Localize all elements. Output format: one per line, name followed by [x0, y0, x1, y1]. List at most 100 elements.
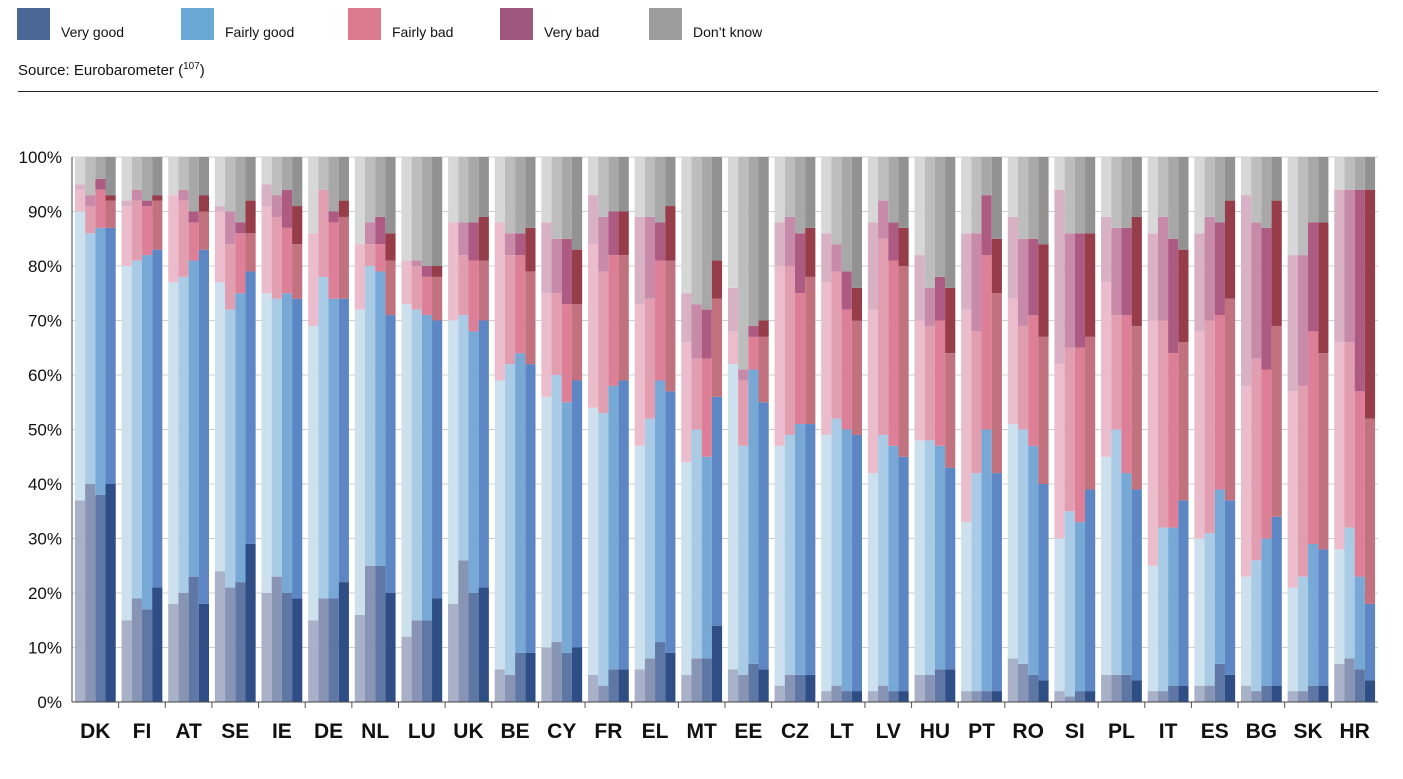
bar-segment-very-good: [805, 674, 816, 702]
bar-segment-very-good: [338, 582, 349, 702]
bar-segment-very-bad: [85, 195, 96, 207]
bar-segment-very-good: [665, 652, 676, 702]
bar-segment-very-good: [1147, 691, 1158, 702]
bar-segment-fairly-good: [805, 424, 816, 675]
x-tick-label: HU: [920, 720, 950, 743]
bar-segment-dont-know: [1038, 157, 1049, 245]
bar-segment-fairly-good: [794, 424, 806, 675]
bar-segment-very-bad: [1111, 227, 1122, 316]
bar-segment-very-good: [561, 652, 572, 702]
bar-segment-fairly-bad: [1261, 369, 1272, 539]
x-tick-label: FR: [594, 720, 622, 743]
bar-segment-very-good: [1334, 663, 1345, 702]
bar-segment-very-bad: [727, 287, 739, 332]
bar-segment-dont-know: [178, 157, 189, 190]
bar-segment-dont-know: [1334, 157, 1345, 190]
bars: [74, 157, 1376, 702]
x-tick-label: BE: [501, 720, 530, 743]
bar-segment-fairly-good: [354, 309, 365, 615]
bar-segment-very-good: [971, 691, 982, 702]
bar-segment-fairly-good: [318, 276, 329, 599]
bar-segment-fairly-good: [1334, 549, 1345, 664]
bar-segment-very-bad: [655, 222, 666, 261]
x-tick-label: DK: [80, 720, 110, 743]
bar-segment-dont-know: [1085, 157, 1096, 234]
bar-segment-fairly-bad: [504, 255, 516, 365]
bar-segment-fairly-good: [421, 315, 433, 621]
bar-segment-fairly-bad: [141, 206, 153, 256]
bar-segment-very-bad: [292, 206, 303, 245]
bar-segment-very-bad: [1007, 216, 1018, 299]
bar-segment-fairly-good: [665, 391, 676, 653]
bar-segment-very-bad: [385, 233, 396, 261]
bar-segment-dont-know: [867, 157, 879, 223]
y-tick-label: 70%: [28, 312, 62, 331]
bar-segment-fairly-bad: [1318, 353, 1329, 550]
bar-segment-dont-know: [515, 157, 526, 234]
y-tick-label: 80%: [28, 257, 62, 276]
bar-segment-dont-know: [1214, 157, 1225, 223]
bar-segment-fairly-bad: [515, 255, 526, 354]
bar-segment-very-good: [178, 593, 189, 702]
bar-segment-very-bad: [121, 200, 132, 207]
bar-segment-fairly-good: [691, 429, 702, 659]
bar-segment-fairly-good: [105, 227, 116, 484]
bar-segment-dont-know: [878, 157, 889, 201]
bar-segment-dont-know: [121, 157, 132, 201]
bar-segment-fairly-good: [261, 293, 272, 593]
bar-segment-very-good: [878, 685, 889, 702]
bar-segment-fairly-good: [1224, 500, 1236, 675]
bar-segment-fairly-bad: [758, 336, 769, 403]
bar-segment-very-bad: [1121, 227, 1132, 316]
y-tick-label: 60%: [28, 366, 62, 385]
bar-segment-dont-know: [318, 157, 329, 190]
bar-segment-fairly-good: [198, 249, 210, 604]
bar-segment-very-bad: [338, 200, 349, 217]
bar-segment-fairly-good: [235, 293, 246, 583]
bar-segment-very-good: [131, 598, 142, 702]
bar-segment-very-bad: [681, 293, 692, 343]
bar-segment-fairly-good: [74, 211, 86, 501]
bar-segment-fairly-bad: [914, 320, 925, 441]
bar-segment-very-good: [841, 691, 852, 702]
bar-segment-fairly-bad: [1178, 342, 1189, 501]
bar-segment-fairly-bad: [281, 227, 293, 294]
bar-segment-dont-know: [748, 157, 759, 326]
x-tick-label: MT: [687, 720, 717, 743]
legend-label: Fairly bad: [392, 24, 454, 40]
bar-segment-dont-know: [235, 157, 246, 223]
bar-segment-fairly-bad: [168, 195, 179, 283]
bar-segment-dont-know: [1287, 157, 1298, 256]
bar-segment-very-good: [85, 484, 96, 702]
bar-segment-very-bad: [551, 238, 562, 294]
bar-segment-very-good: [401, 636, 412, 702]
bar-segment-fairly-bad: [851, 320, 863, 435]
bar-segment-dont-know: [1344, 157, 1355, 190]
bar-segment-fairly-bad: [318, 189, 329, 277]
bar-segment-dont-know: [805, 157, 816, 228]
source-text: Source: Eurobarometer (: [18, 62, 184, 79]
bar-segment-fairly-good: [515, 353, 526, 653]
bar-segment-very-good: [354, 614, 365, 702]
bar-segment-very-bad: [961, 233, 972, 310]
bar-segment-dont-know: [634, 157, 645, 217]
bar-segment-fairly-good: [1297, 576, 1309, 692]
bar-segment-fairly-bad: [774, 266, 785, 446]
bar-segment-very-good: [261, 593, 272, 702]
bar-segment-very-bad: [1054, 189, 1065, 365]
bar-segment-very-bad: [587, 195, 599, 245]
bar-segment-dont-know: [1111, 157, 1122, 228]
bar-segment-fairly-bad: [727, 331, 739, 365]
bar-segment-very-bad: [1038, 244, 1049, 337]
bar-segment-fairly-bad: [338, 216, 349, 299]
bar-segment-very-bad: [1131, 216, 1142, 326]
bar-segment-dont-know: [1054, 157, 1065, 190]
bar-segment-fairly-bad: [1344, 342, 1355, 528]
bar-segment-very-good: [168, 603, 179, 702]
bar-segment-very-bad: [152, 195, 163, 201]
bar-segment-fairly-bad: [888, 260, 899, 446]
bar-segment-fairly-bad: [1271, 325, 1282, 517]
bar-segment-fairly-good: [432, 320, 443, 599]
bar-segment-dont-know: [1364, 157, 1376, 190]
stacked-bar-chart: 0% 10% 20% 30% 40% 50% 60% 70% 80% 90% 100% DK FI AT…: [19, 148, 1378, 743]
